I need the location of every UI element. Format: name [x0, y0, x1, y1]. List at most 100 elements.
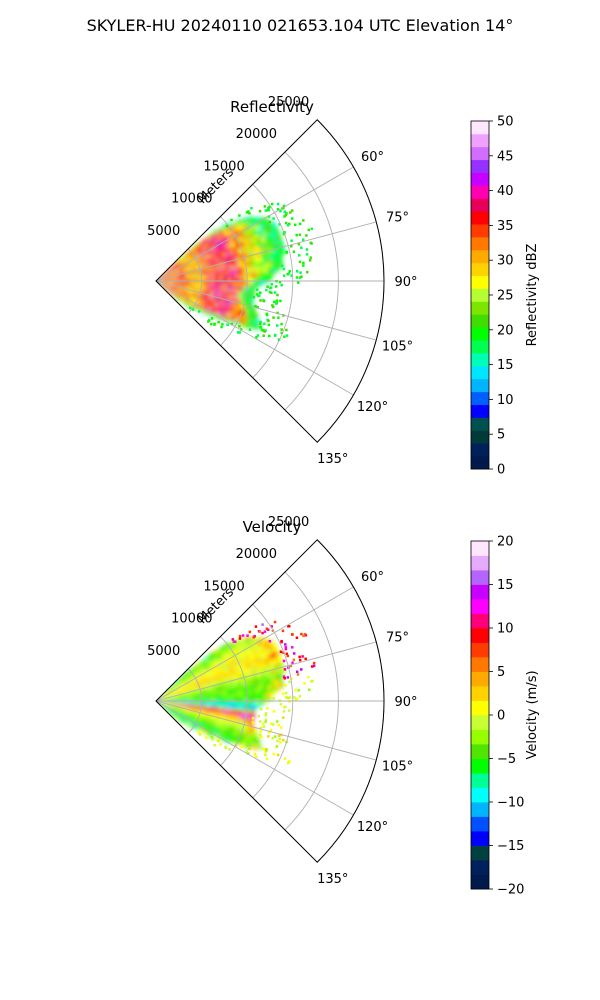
echo-cell — [199, 665, 204, 670]
echo-cell — [249, 234, 255, 239]
echo-cell — [185, 287, 190, 290]
echo-cell — [231, 674, 236, 678]
echo-cell — [209, 303, 215, 306]
echo-cell — [176, 272, 181, 275]
echo-speckle — [271, 736, 274, 740]
echo-cell — [259, 697, 265, 701]
echo-cell — [175, 297, 179, 301]
echo-cell — [169, 292, 174, 296]
echo-cell — [199, 683, 204, 687]
echo-cell — [169, 703, 174, 705]
echo-cell — [172, 707, 177, 710]
echo-cell — [251, 270, 256, 274]
echo-cell — [180, 717, 185, 721]
echo-cell — [223, 657, 229, 662]
echo-cell — [192, 712, 197, 715]
echo-cell — [193, 289, 198, 291]
echo-cell — [185, 285, 190, 287]
echo-cell — [220, 263, 226, 266]
echo-cell — [164, 704, 169, 706]
echo-cell — [185, 274, 190, 276]
echo-speckle — [284, 705, 287, 709]
echo-speckle — [258, 209, 262, 213]
colorbar-swatch — [471, 159, 489, 173]
echo-cell — [169, 283, 174, 285]
echo-cell — [259, 282, 265, 286]
colorbar-tick-label: 20 — [497, 323, 514, 338]
echo-cell — [219, 730, 225, 735]
echo-cell — [256, 221, 262, 226]
echo-cell — [261, 255, 266, 260]
echo-cell — [210, 699, 215, 701]
echo-cell — [218, 692, 223, 695]
echo-cell — [214, 667, 220, 671]
echo-cell — [218, 675, 223, 679]
echo-speckle — [254, 730, 257, 733]
echo-cell — [181, 282, 187, 284]
echo-cell — [201, 272, 207, 274]
echo-cell — [237, 657, 243, 662]
echo-cell — [233, 229, 238, 234]
echo-cell — [185, 296, 190, 300]
echo-cell — [212, 235, 218, 240]
echo-cell — [188, 269, 193, 272]
echo-cell — [160, 695, 164, 698]
colorbar-swatch — [471, 301, 489, 315]
echo-speckle — [289, 664, 293, 668]
echo-cell — [188, 301, 193, 305]
echo-cell — [222, 724, 228, 728]
echo-cell — [198, 719, 203, 723]
echo-cell — [193, 670, 198, 675]
echo-cell — [243, 702, 248, 705]
echo-cell — [243, 726, 248, 731]
echo-speckle — [245, 211, 249, 214]
echo-cell — [245, 322, 251, 327]
echo-cell — [246, 656, 251, 661]
echo-cell — [205, 689, 210, 693]
echo-cell — [169, 283, 174, 285]
echo-speckle — [271, 304, 274, 307]
echo-cell — [244, 216, 249, 221]
echo-cell — [249, 678, 254, 682]
echo-cell — [255, 275, 260, 278]
echo-cell — [187, 686, 192, 689]
echo-cell — [169, 283, 174, 286]
echo-cell — [228, 298, 234, 302]
echo-cell — [191, 295, 196, 298]
colorbar-swatch — [471, 831, 489, 846]
echo-cell — [163, 707, 167, 710]
echo-speckle — [285, 696, 288, 699]
colorbar-swatch — [471, 378, 489, 393]
echo-cell — [173, 699, 178, 701]
echo-speckle — [198, 733, 202, 736]
echo-cell — [198, 681, 204, 685]
echo-cell — [226, 243, 232, 247]
echo-cell — [181, 716, 186, 720]
echo-cell — [217, 685, 222, 689]
echo-cell — [179, 269, 185, 272]
echo-cell — [161, 701, 166, 703]
echo-cell — [187, 676, 192, 680]
echo-cell — [179, 712, 184, 715]
echo-cell — [226, 233, 231, 238]
echo-cell — [235, 218, 241, 224]
echo-cell — [181, 696, 186, 698]
echo-cell — [165, 699, 170, 701]
echo-cell — [266, 260, 271, 264]
echo-cell — [210, 301, 215, 305]
echo-cell — [241, 655, 247, 660]
echo-cell — [221, 686, 227, 690]
echo-cell — [247, 640, 252, 646]
echo-cell — [212, 670, 217, 674]
echo-speckle — [294, 688, 297, 692]
echo-cell — [210, 239, 215, 244]
echo-cell — [268, 655, 273, 660]
echo-cell — [247, 284, 252, 288]
echo-cell — [177, 284, 182, 286]
echo-speckle — [197, 310, 201, 313]
echo-cell — [194, 704, 199, 706]
echo-cell — [218, 288, 223, 291]
echo-speckle — [266, 707, 269, 710]
echo-cell — [231, 704, 236, 707]
